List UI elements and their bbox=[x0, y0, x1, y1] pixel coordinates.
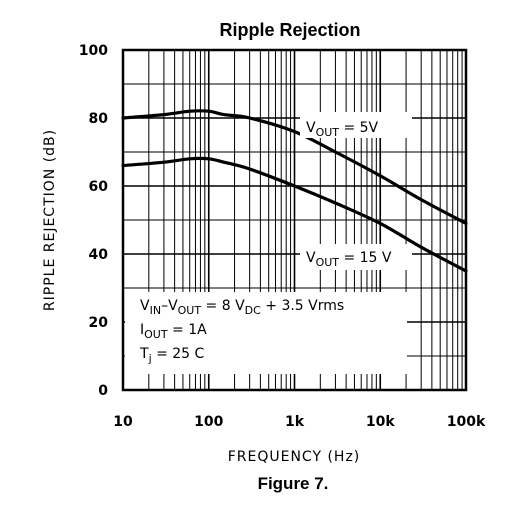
chart-title: Ripple Rejection bbox=[219, 20, 360, 40]
condition-line-2: IOUT = 1A bbox=[140, 322, 207, 341]
condition-line-3: Tj = 25 C bbox=[139, 346, 205, 365]
x-tick-label: 1k bbox=[285, 414, 305, 430]
y-tick-label: 100 bbox=[79, 43, 108, 59]
plot-frame bbox=[121, 48, 468, 392]
x-tick-label: 100k bbox=[447, 414, 486, 430]
series-line-1 bbox=[121, 156, 468, 273]
y-tick-label: 60 bbox=[89, 179, 109, 195]
series-label-15v-bg bbox=[300, 244, 412, 270]
y-tick-label: 40 bbox=[89, 247, 109, 263]
y-tick-labels: 0 20 40 60 80 100 bbox=[79, 43, 108, 399]
x-tick-label: 10k bbox=[366, 414, 395, 430]
series-label-5v-bg bbox=[300, 112, 412, 138]
x-axis-label: FREQUENCY (Hz) bbox=[228, 449, 361, 465]
y-tick-label: 0 bbox=[98, 383, 108, 399]
x-tick-labels: 10 100 1k 10k 100k bbox=[113, 414, 486, 430]
x-tick-label: 100 bbox=[194, 414, 223, 430]
series-line-0 bbox=[121, 109, 468, 225]
series-label-15v: VOUT = 15 V bbox=[306, 250, 392, 269]
condition-line-1: VIN–VOUT = 8 VDC + 3.5 Vrms bbox=[140, 298, 344, 317]
y-axis-label: RIPPLE REJECTION (dB) bbox=[42, 129, 58, 311]
x-tick-label: 10 bbox=[113, 414, 133, 430]
conditions-box bbox=[125, 292, 407, 374]
figure-caption: Figure 7. bbox=[258, 474, 329, 493]
y-tick-label: 80 bbox=[89, 111, 109, 127]
y-tick-label: 20 bbox=[89, 315, 109, 331]
data-series bbox=[121, 109, 468, 273]
series-label-5v: VOUT = 5V bbox=[306, 120, 379, 139]
